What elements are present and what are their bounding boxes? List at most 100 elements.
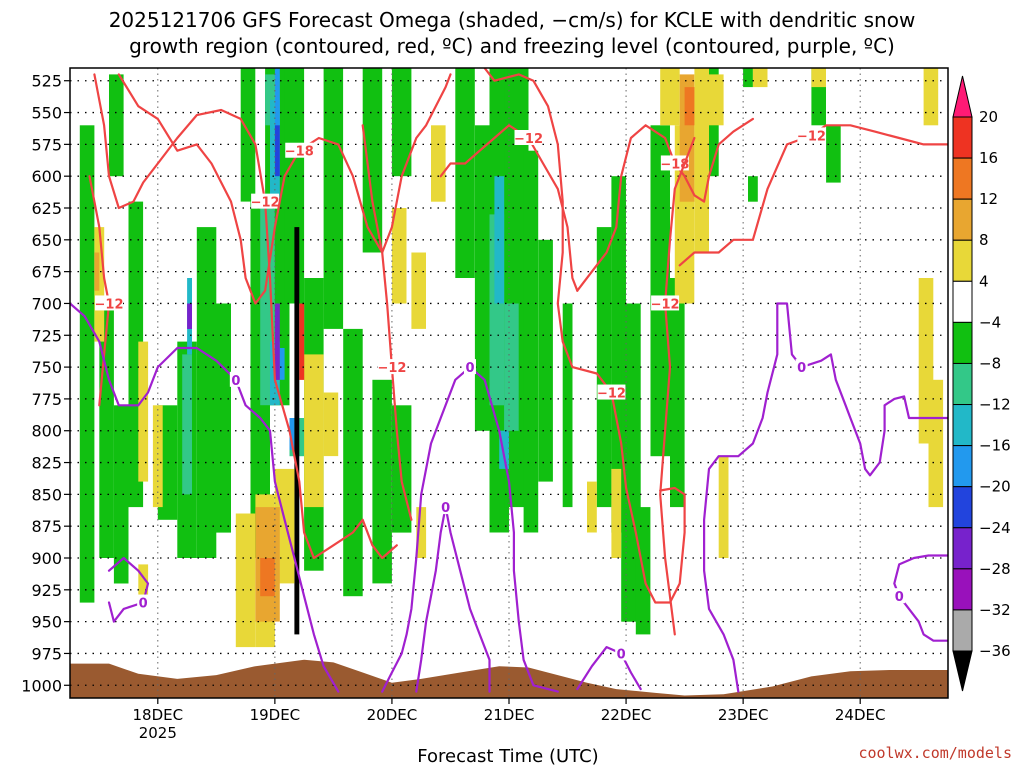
colorbar-label: −12 — [979, 396, 1011, 414]
contour-label: −12 — [597, 387, 626, 402]
omega-cell — [260, 558, 275, 597]
y-tick-label: 625 — [31, 199, 62, 218]
contour-label: −12 — [377, 361, 406, 376]
omega-cell — [709, 74, 724, 126]
freezing-level-contour — [107, 556, 150, 623]
omega-cell — [138, 341, 149, 482]
dendritic-contour — [88, 175, 111, 407]
y-tick-label: 600 — [31, 167, 62, 186]
y-tick-label: 700 — [31, 294, 62, 313]
x-tick-sublabel: 2025 — [139, 724, 177, 742]
omega-cell — [743, 68, 753, 88]
contour-label: 0 — [895, 590, 904, 605]
y-tick-label: 950 — [31, 613, 62, 632]
omega-cell — [284, 68, 305, 304]
omega-cell — [274, 125, 280, 177]
colorbar-bottom-arrow — [952, 650, 973, 692]
colorbar-band — [952, 404, 973, 447]
omega-cell — [138, 564, 149, 603]
colorbar: 20 16 12 8 4 −4 −8 −12 −16 −20 −24 −28 −32 −36 — [952, 75, 1011, 692]
colorbar-band — [952, 116, 973, 159]
contour-label: 0 — [797, 361, 806, 376]
omega-cell — [362, 68, 383, 253]
dendritic-contour — [117, 73, 452, 305]
colorbar-band — [952, 609, 973, 652]
omega-cell — [294, 227, 300, 635]
colorbar-band — [952, 280, 973, 323]
y-tick-label: 750 — [31, 358, 62, 377]
freezing-level-contour — [381, 366, 559, 693]
omega-cell — [928, 379, 944, 508]
colorbar-label: −24 — [979, 519, 1011, 537]
contour-label-bg — [137, 594, 150, 610]
x-tick-label: 19DEC — [250, 706, 301, 724]
omega-cell — [391, 405, 412, 533]
chart-title-line2: growth region (contoured, red, ºC) and f… — [129, 34, 895, 58]
colorbar-label: 4 — [979, 272, 989, 290]
colorbar-label: 16 — [979, 149, 998, 167]
x-tick-label: 23DEC — [718, 706, 769, 724]
contour-label-bg — [597, 384, 626, 400]
x-axis-title: Forecast Time (UTC) — [417, 746, 598, 767]
dendritic-contour — [483, 68, 686, 604]
omega-cell — [240, 68, 256, 202]
y-tick-label: 525 — [31, 72, 62, 91]
contour-label: −12 — [651, 297, 680, 312]
omega-cell — [196, 227, 217, 558]
contour-label: 0 — [139, 597, 148, 612]
omega-cell — [494, 176, 505, 304]
omega-cell — [299, 303, 305, 380]
colorbar-label: 12 — [979, 190, 998, 208]
omega-cell — [274, 68, 280, 126]
colorbar-band — [952, 527, 973, 570]
omega-cell — [694, 68, 709, 253]
contour-label: 0 — [465, 361, 474, 376]
y-tick-label: 850 — [31, 485, 62, 504]
y-tick-label: 650 — [31, 231, 62, 250]
omega-cell — [274, 303, 280, 380]
contour-label: −12 — [514, 132, 543, 147]
contour-label-bg — [285, 142, 314, 158]
omega-cell — [416, 507, 427, 558]
omega-cell — [109, 74, 124, 177]
colorbar-band — [952, 239, 973, 282]
contour-label: −12 — [797, 129, 826, 144]
x-tick-label: 21DEC — [484, 706, 535, 724]
dendritic-contour — [576, 117, 755, 292]
contour-label: −12 — [251, 196, 280, 211]
contour-label-bg — [797, 127, 826, 143]
contour-label-bg — [251, 193, 280, 209]
omega-cell — [211, 303, 231, 533]
freezing-level-contour — [70, 302, 340, 693]
omega-cell — [826, 125, 841, 183]
y-tick-label: 825 — [31, 454, 62, 473]
contour-label: 0 — [231, 374, 240, 389]
omega-cell — [748, 176, 758, 202]
omega-cell — [660, 68, 680, 126]
omega-cell — [343, 328, 363, 597]
contour-label: −18 — [285, 145, 314, 160]
contour-label: 0 — [441, 501, 450, 516]
omega-cell — [523, 150, 539, 533]
y-tick-label: 925 — [31, 581, 62, 600]
x-tick-label: 18DEC — [133, 706, 184, 724]
omega-cell — [562, 303, 573, 508]
omega-cell — [474, 125, 490, 431]
y-tick-label: 725 — [31, 326, 62, 345]
omega-cell — [391, 208, 407, 304]
omega-cell — [391, 68, 412, 177]
chart-title-line1: 2025121706 GFS Forecast Omega (shaded, −… — [109, 8, 916, 32]
colorbar-band — [952, 198, 973, 241]
dendritic-contour — [361, 124, 413, 521]
x-tick-label: 20DEC — [367, 706, 418, 724]
omega-cell — [152, 405, 163, 508]
colorbar-band — [952, 157, 973, 200]
y-axis: 525 550 575 600 625 650 675 700 725 750 775 800 825 8… — [21, 72, 70, 695]
contour-label-bg — [660, 155, 689, 171]
x-tick-label: 22DEC — [601, 706, 652, 724]
contour-label: 0 — [617, 647, 626, 662]
contour-label-bg — [463, 359, 476, 375]
omega-cell — [279, 348, 285, 380]
